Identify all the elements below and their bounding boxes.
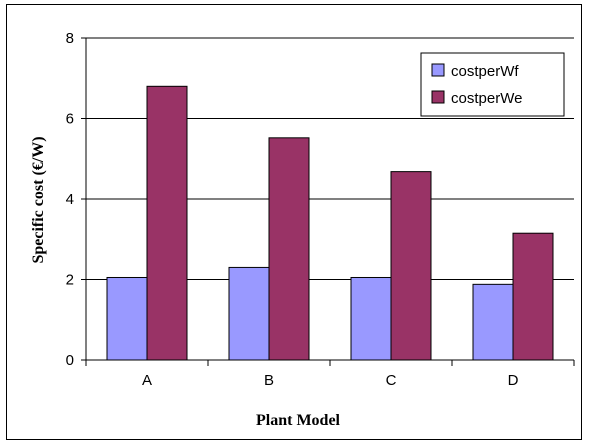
bar-costperwf-d <box>472 283 514 361</box>
y-tick-label: 0 <box>66 352 74 369</box>
bar-costperwf-b <box>228 266 270 361</box>
bars <box>106 85 554 361</box>
y-tick-labels: 0 2 4 6 8 <box>66 30 74 369</box>
x-tick-label-a: A <box>142 372 152 389</box>
y-axis-title: Specific cost (€/W) <box>30 136 47 263</box>
legend-box <box>420 52 565 117</box>
x-tick-label-b: B <box>264 372 274 389</box>
bar-costperwe-c <box>390 171 432 361</box>
axes <box>81 37 575 366</box>
bar-costperwe-a <box>146 85 188 361</box>
legend-swatch-costperwe <box>431 90 445 104</box>
bar-costperwf-a <box>106 276 148 361</box>
x-tick-label-c: C <box>386 372 397 389</box>
legend-label-costperwf: costperWf <box>451 63 519 80</box>
bar-costperwe-b <box>268 137 310 361</box>
bar-costperwe-d <box>512 232 554 361</box>
legend-swatch-costperwf <box>431 63 445 77</box>
legend-label-costperwe: costperWe <box>451 90 522 107</box>
x-axis-title: Plant Model <box>256 412 341 429</box>
x-tick-label-d: D <box>508 372 519 389</box>
bar-costperwf-c <box>350 276 392 361</box>
legend: costperWf costperWe <box>420 52 565 117</box>
y-tick-label: 6 <box>66 111 74 128</box>
y-tick-label: 4 <box>66 191 74 208</box>
y-tick-label: 8 <box>66 30 74 47</box>
y-tick-label: 2 <box>66 272 74 289</box>
x-tick-labels: A B C D <box>142 372 519 389</box>
